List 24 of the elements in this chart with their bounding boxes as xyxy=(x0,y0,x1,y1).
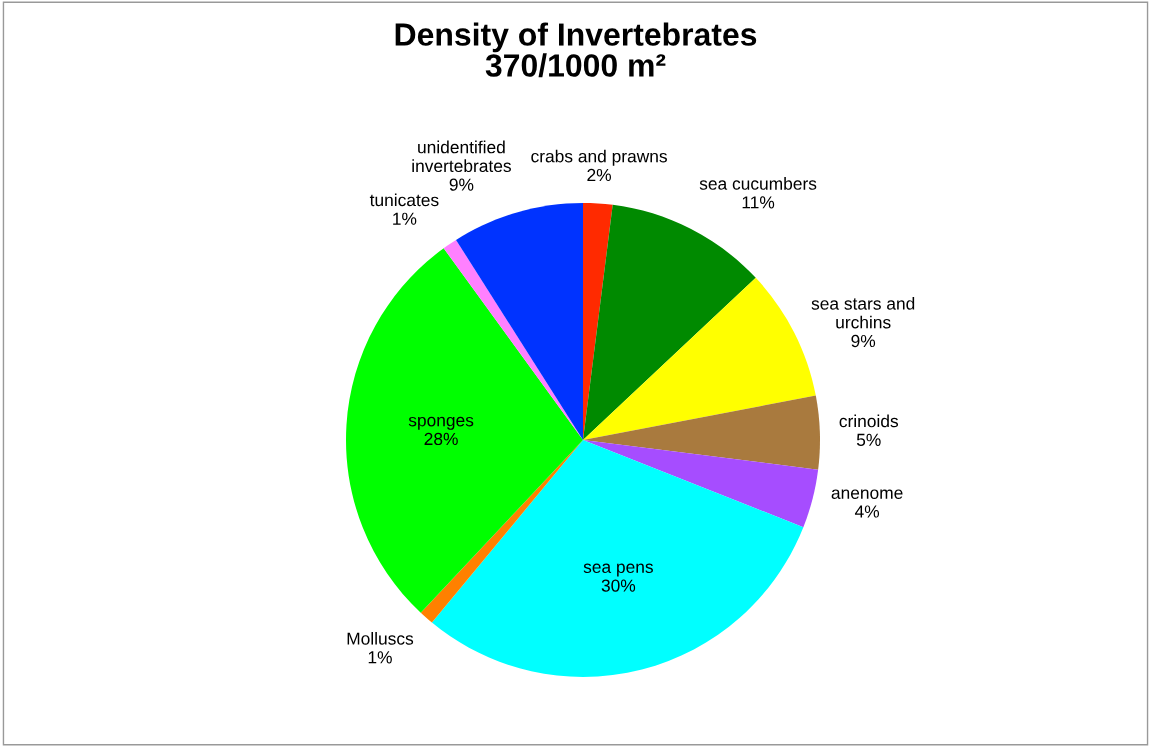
slice-label: sponges xyxy=(408,416,474,430)
pie-slice xyxy=(583,395,820,470)
data-label: 28% xyxy=(424,432,458,446)
data-label: 2% xyxy=(587,168,611,182)
data-label: 1% xyxy=(368,651,392,664)
data-label: 4% xyxy=(854,505,880,518)
data-label: 11% xyxy=(742,196,775,209)
slice-label: Molluscs xyxy=(347,632,414,645)
slice-label: unidentified invertebrates xyxy=(412,140,511,173)
slice-label: tunicates xyxy=(369,193,439,207)
slice-label: anenome xyxy=(831,489,903,499)
slice-label: sea cucumbers xyxy=(699,177,817,190)
data-label: 30% xyxy=(601,579,636,592)
slice-label: crinoids xyxy=(839,414,899,428)
data-label: 5% xyxy=(856,433,881,446)
slice-label: crabs and prawns xyxy=(531,149,667,166)
data-label: 1% xyxy=(393,212,417,225)
pie-slice xyxy=(346,248,583,613)
data-label: 9% xyxy=(851,334,876,348)
pie-slice xyxy=(583,440,819,528)
slice-label: sea pens xyxy=(583,563,653,577)
chart-title: Density of Invertebrates 370/1000 m² xyxy=(395,22,757,78)
slice-label: sea stars and urchins xyxy=(811,297,915,329)
data-label: 9% xyxy=(449,178,474,191)
